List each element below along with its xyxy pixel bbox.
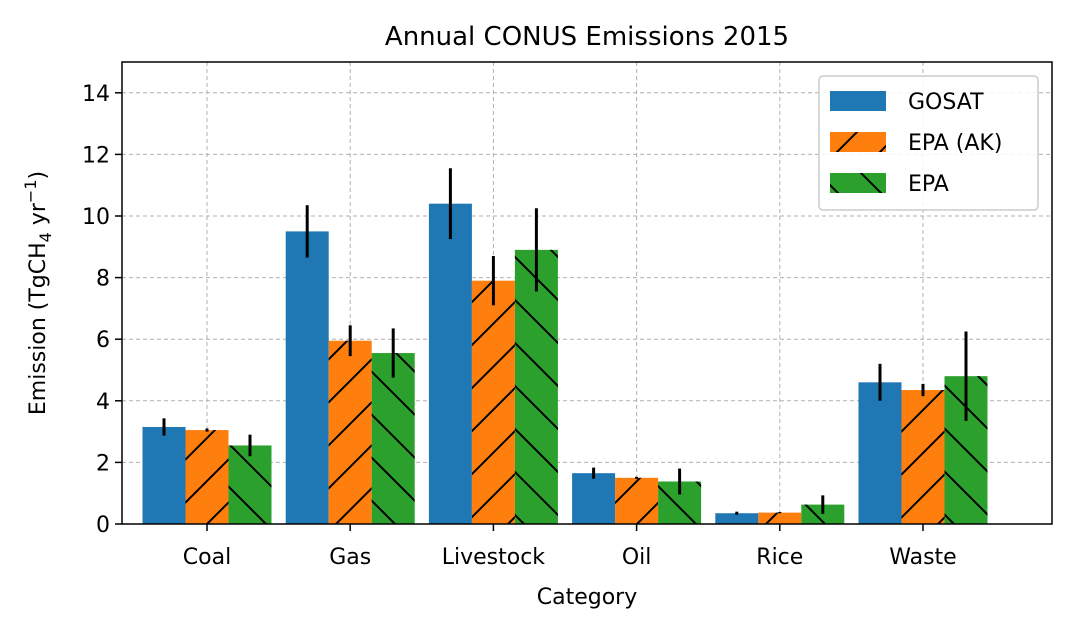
y-tick-label: 0 (96, 513, 110, 538)
bar (715, 513, 759, 524)
bar-hatch (758, 512, 802, 524)
x-tick-label: Waste (889, 545, 956, 570)
y-axis-label: Emission (TgCH4 yr−1) (21, 171, 55, 415)
error-bars-group (162, 168, 968, 515)
bar-hatch (615, 477, 659, 524)
y-axis-label-suffix: ) (26, 171, 51, 180)
x-axis-ticks: Coal Gas Livestock Oil Rice Waste (183, 524, 957, 570)
bar-hatch (514, 249, 558, 524)
bar-hatch (901, 390, 945, 524)
y-tick-label: 14 (82, 82, 110, 107)
y-tick-label: 12 (82, 143, 110, 168)
bar (142, 426, 186, 524)
y-tick-label: 8 (96, 267, 110, 292)
chart-title: Annual CONUS Emissions 2015 (385, 22, 789, 52)
legend-label: EPA (AK) (908, 131, 1002, 156)
bar (858, 382, 902, 524)
bar-hatch (801, 504, 845, 524)
legend: GOSAT EPA (AK) EPA (818, 75, 1039, 211)
y-tick-label: 2 (96, 451, 110, 476)
y-axis-label-sub: 4 (36, 232, 55, 242)
x-tick-label: Rice (756, 545, 803, 570)
x-tick-label: Gas (329, 545, 371, 570)
bar-hatch (228, 445, 272, 524)
plot-frame (121, 61, 1053, 525)
y-axis-label-mid: yr (26, 202, 51, 232)
x-axis-label: Category (537, 585, 638, 610)
x-tick-label: Coal (183, 545, 231, 570)
y-axis-label-prefix: Emission (TgCH (26, 242, 51, 415)
bars-group (142, 203, 988, 524)
legend-label: GOSAT (908, 90, 984, 115)
bar (572, 473, 616, 524)
bar-hatch (185, 430, 229, 524)
y-axis-label-sup: −1 (21, 179, 40, 203)
y-tick-label: 6 (96, 328, 110, 353)
bar (428, 203, 472, 524)
y-axis-ticks: 0 2 4 6 8 10 12 14 (82, 82, 122, 538)
bar-hatch (328, 340, 372, 524)
y-tick-label: 10 (82, 205, 110, 230)
legend-swatch-hatch (830, 173, 886, 193)
bar (285, 231, 329, 524)
bar-hatch (471, 280, 515, 524)
legend-swatch (830, 91, 886, 111)
x-tick-label: Oil (622, 545, 652, 570)
legend-label: EPA (908, 172, 949, 197)
y-tick-label: 4 (96, 390, 110, 415)
bar-hatch (371, 353, 415, 524)
legend-swatch-hatch (830, 132, 886, 152)
x-tick-label: Livestock (442, 545, 546, 570)
